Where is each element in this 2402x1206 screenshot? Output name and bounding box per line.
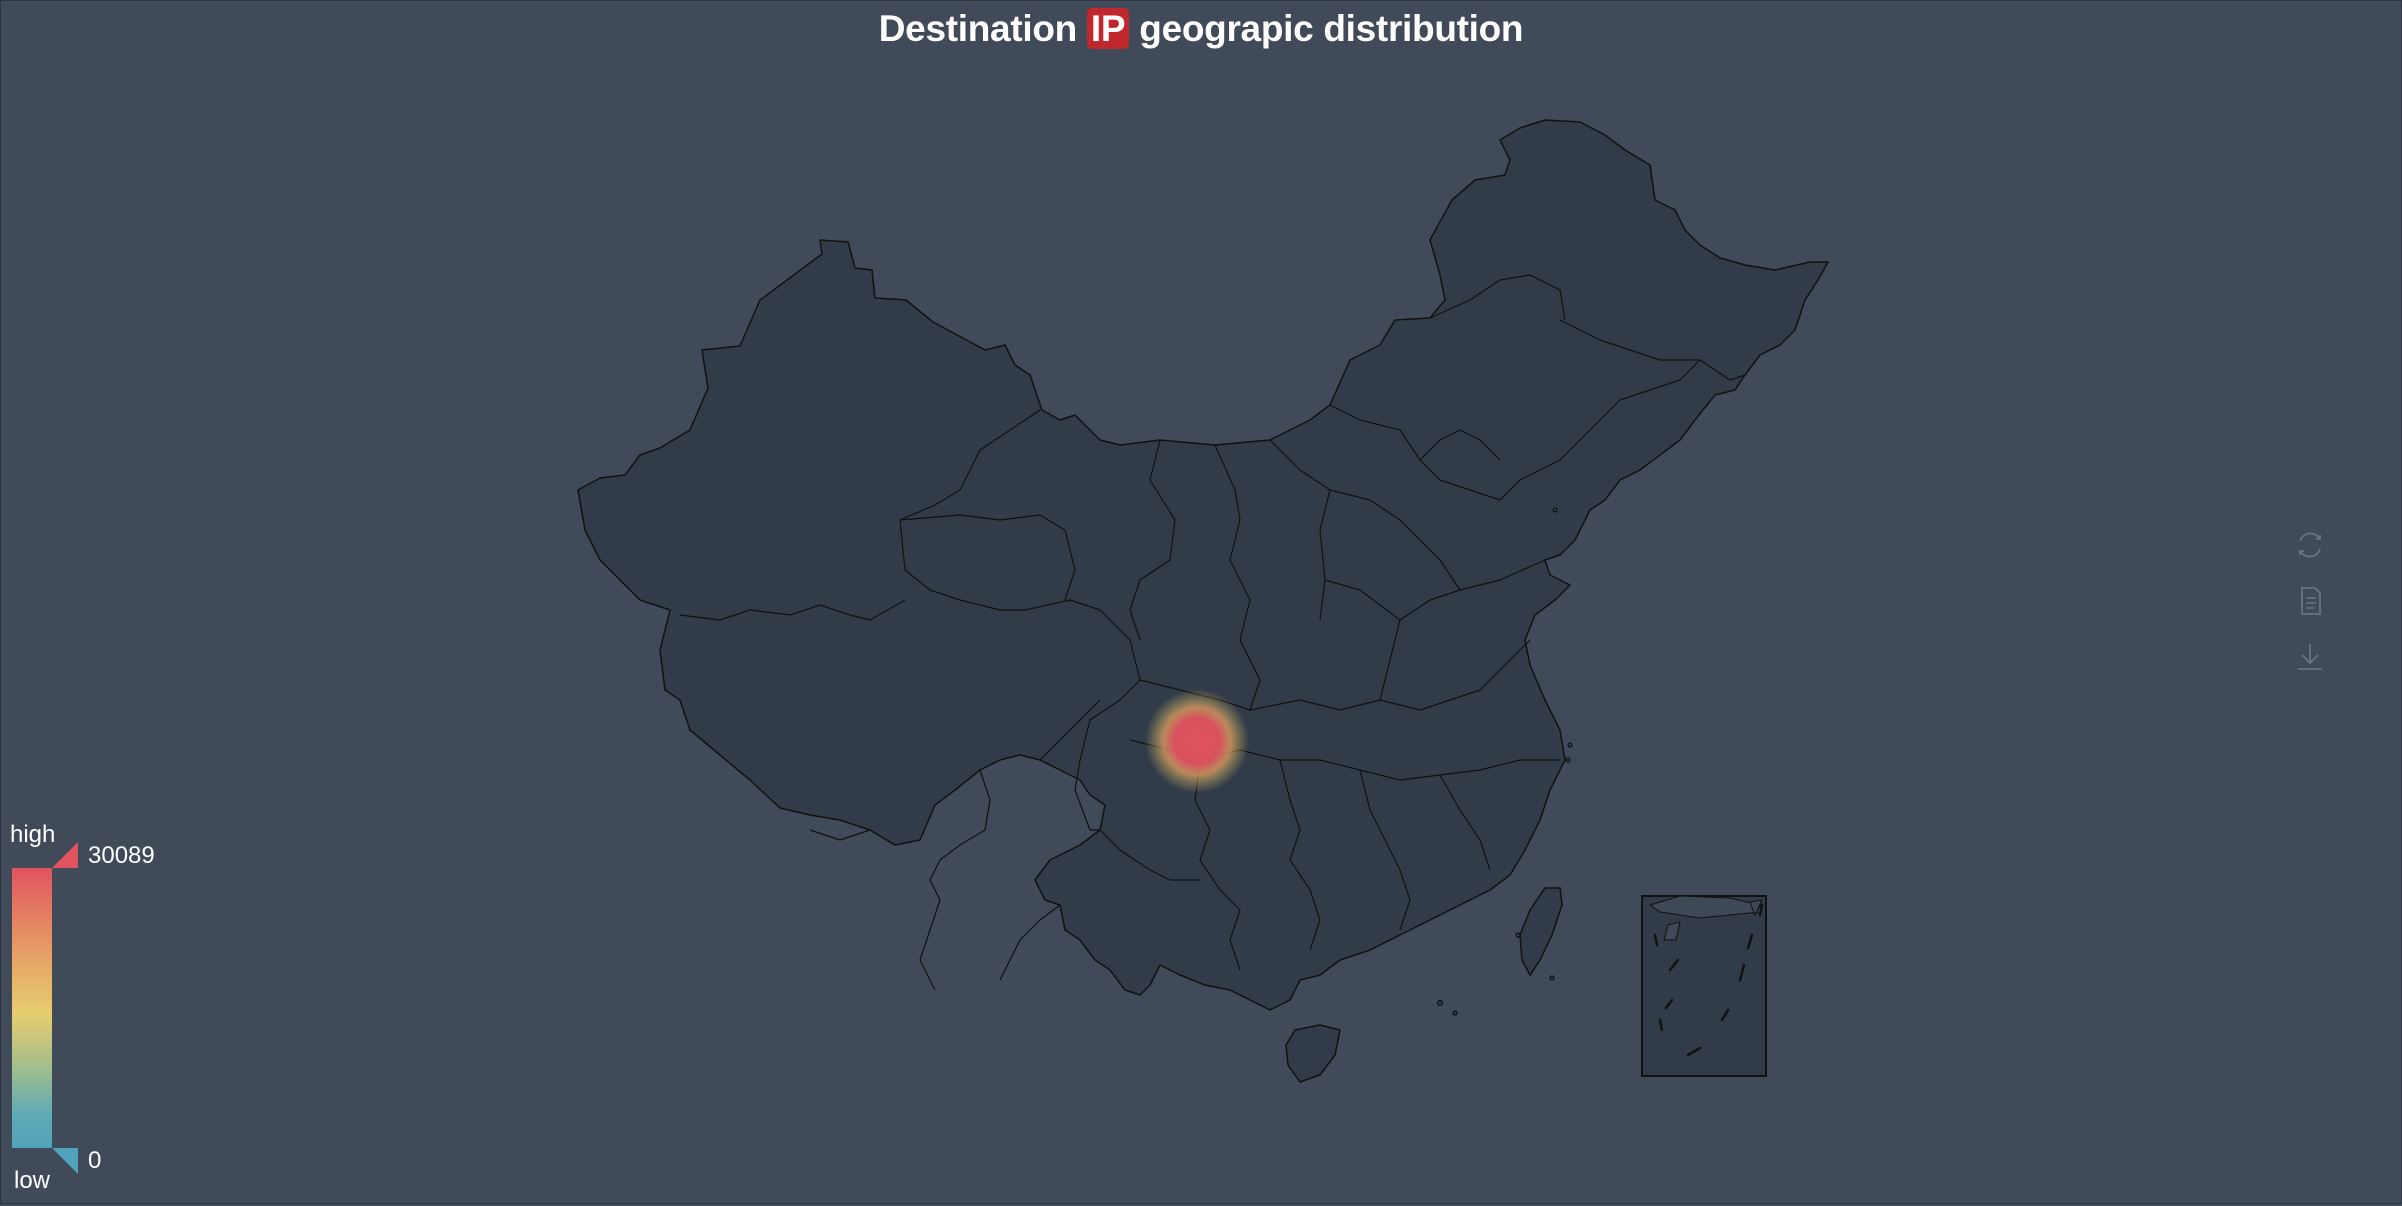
legend-max-value: 30089 <box>88 842 155 869</box>
chart-title: Destination IP geograpic distribution <box>0 8 2402 50</box>
data-view-button[interactable] <box>2290 581 2330 621</box>
legend-min-handle[interactable] <box>52 1148 78 1174</box>
china-mainland[interactable] <box>577 119 1829 1011</box>
title-highlight: IP <box>1086 8 1130 49</box>
taiwan-island[interactable] <box>1519 887 1563 977</box>
save-image-button[interactable] <box>2290 637 2330 677</box>
title-suffix: geograpic distribution <box>1139 8 1524 49</box>
legend-min-value: 0 <box>88 1147 102 1174</box>
toolbox <box>2290 525 2330 693</box>
hotspot-sichuan[interactable] <box>1145 689 1249 793</box>
refresh-icon <box>2299 532 2321 558</box>
legend-low-label: low <box>14 1167 51 1194</box>
legend-color-bar <box>12 868 52 1148</box>
title-prefix: Destination <box>878 8 1077 49</box>
south-china-sea-inset <box>1641 895 1767 1077</box>
download-icon <box>2298 644 2322 670</box>
data-view-icon <box>2301 587 2321 615</box>
restore-button[interactable] <box>2290 525 2330 565</box>
hainan-island[interactable] <box>1285 1024 1341 1083</box>
legend-high-label: high <box>10 821 56 848</box>
legend-max-handle[interactable] <box>52 842 78 868</box>
small-islands <box>1436 507 1573 1016</box>
